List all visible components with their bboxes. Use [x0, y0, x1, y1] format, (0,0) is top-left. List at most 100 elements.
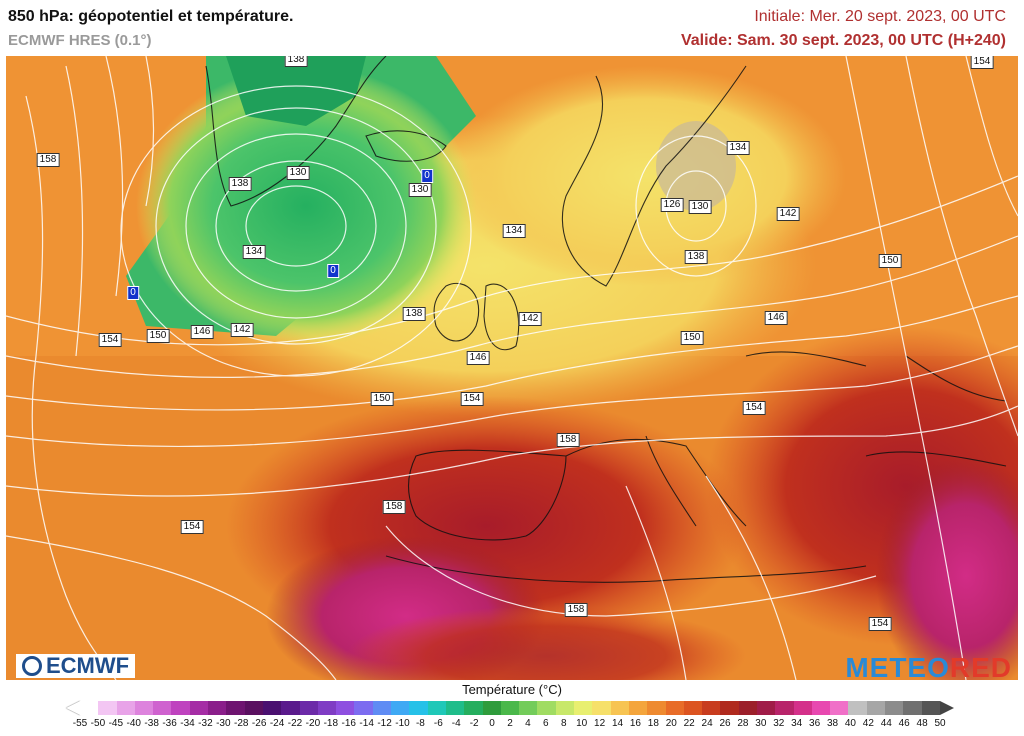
colorbar-swatch	[848, 701, 867, 715]
colorbar-swatch	[665, 701, 684, 715]
colorbar-swatch	[500, 701, 520, 715]
geopotential-isolines	[6, 56, 1018, 680]
isoline-label: 138	[402, 307, 426, 321]
colorbar-tick-label: 48	[916, 718, 928, 729]
colorbar-swatch	[281, 701, 300, 715]
isoline-label: 150	[878, 254, 902, 268]
model-label: ECMWF HRES (0.1°)	[8, 32, 152, 49]
colorbar-swatch	[903, 701, 922, 715]
isoline-label: 158	[556, 433, 580, 447]
meteored-logo-part-a: METEO	[845, 652, 950, 680]
ecmwf-logo: ECMWF	[16, 653, 136, 678]
colorbar-tick-label: -34	[180, 718, 195, 729]
legend-title: Température (°C)	[462, 682, 562, 697]
colorbar-swatch	[702, 701, 721, 715]
colorbar-swatch	[738, 701, 757, 715]
weather-map[interactable]: 138 154 158 138 130 130 134 126 130 142 134 134 138 1…	[6, 56, 1018, 680]
colorbar-tick-label: 10	[576, 718, 588, 729]
colorbar-tick-label: 40	[844, 718, 856, 729]
isoline-label: 138	[228, 177, 252, 191]
colorbar-tick-label: -24	[269, 718, 285, 729]
isoline-label: 150	[370, 392, 394, 406]
colorbar-tick-label: 36	[809, 718, 821, 729]
isoline-label: 138	[284, 56, 308, 67]
colorbar-swatch	[336, 701, 355, 715]
ecmwf-logo-icon	[22, 656, 42, 676]
colorbar-swatch	[628, 701, 648, 715]
temperature-field	[6, 56, 1018, 680]
colorbar-swatch	[244, 701, 263, 715]
colorbar-swatch	[171, 701, 190, 715]
isoline-label: 130	[688, 200, 712, 214]
header: 850 hPa: géopotentiel et température. EC…	[0, 0, 1024, 56]
colorbar-swatch	[226, 701, 245, 715]
colorbar-swatch	[830, 701, 849, 715]
colorbar-swatch	[354, 701, 373, 715]
colorbar-tick-label: -36	[162, 718, 177, 729]
colorbar-tick-label: -12	[377, 718, 392, 729]
colorbar-tick-label: 44	[880, 718, 892, 729]
colorbar-swatch	[537, 701, 556, 715]
zero-isotherm-label: 0	[327, 264, 339, 278]
colorbar-tick-label: 16	[629, 718, 641, 729]
colorbar-tick-label: -40	[126, 718, 141, 729]
colorbar-tick-label: -2	[469, 718, 479, 729]
isoline-label: 154	[180, 520, 204, 534]
colorbar-tick-label: -26	[251, 718, 267, 729]
colorbar-tick-label: -16	[341, 718, 356, 729]
legend-arrow-left-icon	[66, 701, 80, 715]
colorbar-swatch	[409, 701, 428, 715]
isoline-label: 126	[660, 198, 684, 212]
colorbar-tick-label: -32	[198, 718, 213, 729]
colorbar-tick-label: 14	[611, 718, 624, 729]
colorbar-swatch	[574, 701, 593, 715]
colorbar-swatch	[793, 701, 812, 715]
colorbar-tick-label: -8	[415, 718, 425, 729]
colorbar-tick-label: 24	[701, 718, 713, 729]
colorbar-tick-label: -4	[451, 718, 461, 729]
map-title: 850 hPa: géopotentiel et température.	[8, 8, 294, 25]
isoline-label: 134	[726, 141, 750, 155]
colorbar-swatch	[464, 701, 483, 715]
colorbar-swatch	[445, 701, 465, 715]
colorbar-tick-label: -55	[72, 718, 88, 729]
colorbar-tick-label: 2	[507, 718, 513, 729]
colorbar-tick-label: 22	[683, 718, 695, 729]
colorbar-tick-label: -38	[144, 718, 159, 729]
initial-time: Initiale: Mer. 20 sept. 2023, 00 UTC	[754, 8, 1006, 25]
isoline-label: 134	[242, 245, 266, 259]
colorbar-tick-label: -10	[395, 718, 410, 729]
colorbar-swatch	[317, 701, 337, 715]
colorbar-swatch	[98, 701, 117, 715]
isoline-label: 142	[230, 323, 254, 337]
colorbar-tick-label: 0	[489, 718, 495, 729]
colorbar-swatch	[683, 701, 703, 715]
colorbar-tick-label: 42	[862, 718, 874, 729]
coastlines	[205, 56, 1007, 583]
colorbar-tick-label: -6	[433, 718, 443, 729]
colorbar-tick-label: 12	[594, 718, 606, 729]
colorbar-swatch	[756, 701, 776, 715]
isoline-label: 146	[764, 311, 788, 325]
colorbar-tick-label: 20	[665, 718, 677, 729]
isoline-label: 142	[518, 312, 542, 326]
isoline-label: 138	[684, 250, 708, 264]
legend-ticks: -55 -50 -45 -40 -38 -36 -34 -32 -30 -28 -26 -24 -22-…	[0, 718, 1024, 734]
isoline-label: 154	[868, 617, 892, 631]
meteored-logo: METEORED	[845, 652, 1012, 680]
colorbar-swatch	[427, 701, 446, 715]
colorbar-tick-label: -50	[90, 718, 106, 729]
colorbar-tick-label: 50	[934, 718, 946, 729]
colorbar-swatch	[885, 701, 904, 715]
isoline-label: 142	[776, 207, 800, 221]
isoline-label: 134	[502, 224, 526, 238]
isoline-label: 158	[382, 500, 406, 514]
colorbar-swatch	[555, 701, 575, 715]
valid-time: Valide: Sam. 30 sept. 2023, 00 UTC (H+24…	[680, 32, 1006, 49]
isoline-label: 146	[190, 325, 214, 339]
colorbar-tick-label: -18	[323, 718, 339, 729]
isoline-label: 158	[36, 153, 60, 167]
zero-isotherm-label: 0	[127, 286, 139, 300]
colorbar-swatch	[262, 701, 282, 715]
isoline-label: 154	[98, 333, 122, 347]
